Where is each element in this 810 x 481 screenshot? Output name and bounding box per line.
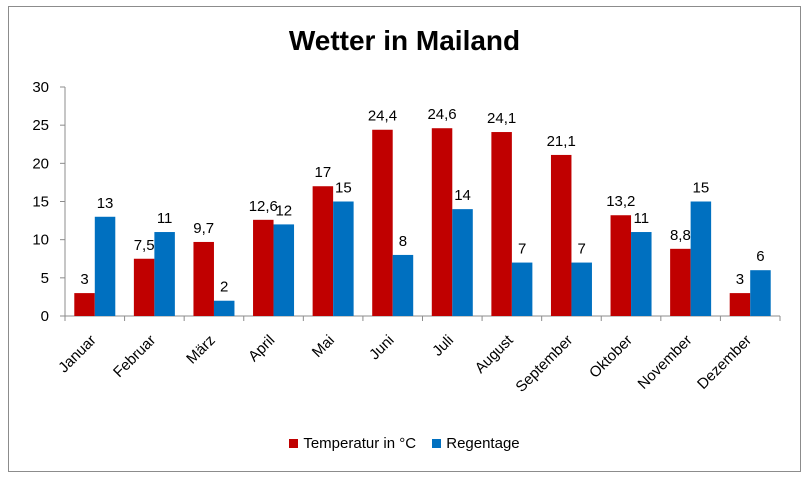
y-tick-label: 30 bbox=[32, 79, 49, 96]
bar-temperature bbox=[133, 258, 155, 316]
bar-rain-days bbox=[750, 270, 771, 316]
legend-item-rain-days: Regentage bbox=[432, 435, 520, 452]
data-label-temperature: 13,2 bbox=[606, 193, 635, 210]
data-label-temperature: 3 bbox=[80, 271, 88, 288]
bar-rain-days bbox=[392, 254, 414, 316]
bar-temperature bbox=[253, 219, 274, 316]
data-label-rain-days: 8 bbox=[399, 233, 407, 250]
data-label-temperature: 24,4 bbox=[368, 108, 397, 125]
data-label-rain-days: 7 bbox=[578, 241, 586, 258]
bar-rain-days bbox=[690, 201, 712, 316]
bar-rain-days bbox=[273, 224, 295, 316]
y-tick-label: 25 bbox=[32, 117, 49, 134]
data-label-rain-days: 14 bbox=[454, 187, 471, 204]
x-category-label: Juni bbox=[366, 332, 397, 363]
data-label-rain-days: 11 bbox=[634, 210, 650, 227]
bar-temperature bbox=[372, 129, 393, 316]
y-tick-label: 5 bbox=[41, 270, 49, 287]
data-label-temperature: 9,7 bbox=[193, 220, 214, 237]
x-category-label: Dezember bbox=[694, 332, 755, 393]
bar-rain-days bbox=[511, 262, 533, 316]
data-label-rain-days: 7 bbox=[518, 241, 526, 258]
bar-rain-days bbox=[154, 232, 175, 316]
data-label-rain-days: 15 bbox=[693, 180, 710, 197]
legend-item-temperature: Temperatur in °C bbox=[289, 435, 416, 452]
data-label-temperature: 24,6 bbox=[427, 106, 456, 123]
bar-temperature bbox=[729, 293, 751, 316]
legend-swatch-rain-days bbox=[432, 439, 442, 448]
bar-rain-days bbox=[452, 209, 473, 316]
data-label-rain-days: 11 bbox=[157, 210, 173, 227]
x-category-label: November bbox=[634, 332, 695, 393]
y-tick-label: 20 bbox=[32, 155, 49, 172]
data-label-temperature: 8,8 bbox=[670, 227, 691, 244]
bar-temperature bbox=[610, 215, 632, 316]
data-label-temperature: 17 bbox=[315, 164, 332, 181]
bar-temperature bbox=[431, 128, 453, 316]
data-label-rain-days: 13 bbox=[97, 195, 114, 212]
y-tick-label: 15 bbox=[32, 194, 49, 211]
data-label-temperature: 24,1 bbox=[487, 110, 516, 127]
x-category-label: Januar bbox=[55, 332, 99, 376]
bar-rain-days bbox=[333, 201, 354, 316]
y-tick-label: 10 bbox=[32, 232, 49, 249]
x-category-label: September bbox=[512, 332, 576, 396]
bar-temperature bbox=[74, 293, 95, 316]
data-label-rain-days: 12 bbox=[275, 202, 292, 219]
data-label-temperature: 7,5 bbox=[134, 237, 155, 254]
bar-temperature bbox=[670, 248, 691, 316]
x-category-label: August bbox=[472, 331, 518, 377]
chart-frame: Wetter in Mailand 0 5 10 15 20 25 30 3 13 Januar 7… bbox=[8, 6, 801, 472]
bar-rain-days bbox=[94, 216, 116, 316]
data-label-rain-days: 15 bbox=[335, 180, 352, 197]
x-category-label: Oktober bbox=[586, 332, 636, 382]
bar-temperature bbox=[193, 241, 214, 316]
bar-rain-days bbox=[631, 232, 652, 316]
data-label-temperature: 21,1 bbox=[547, 133, 576, 150]
data-label-temperature: 3 bbox=[736, 271, 744, 288]
chart-plot: 051015202530313Januar7,511Februar9,72Mär… bbox=[32, 79, 781, 396]
bar-rain-days bbox=[571, 262, 592, 316]
y-tick-label: 0 bbox=[41, 308, 49, 325]
bar-temperature bbox=[312, 186, 334, 316]
x-category-label: März bbox=[183, 332, 219, 368]
chart-title: Wetter in Mailand bbox=[288, 25, 521, 56]
legend-swatch-temperature bbox=[289, 439, 299, 448]
bar-rain-days bbox=[213, 300, 235, 316]
legend-label-temperature: Temperatur in °C bbox=[303, 435, 417, 452]
x-category-label: Juli bbox=[429, 332, 457, 360]
legend-label-rain-days: Regentage bbox=[446, 435, 520, 452]
x-category-label: Februar bbox=[110, 332, 159, 381]
bar-temperature bbox=[491, 132, 512, 316]
bar-temperature bbox=[550, 154, 572, 316]
data-label-temperature: 12,6 bbox=[249, 198, 278, 215]
x-category-label: Mai bbox=[309, 332, 338, 361]
x-category-label: April bbox=[245, 332, 278, 365]
legend: Temperatur in °C Regentage bbox=[9, 435, 800, 452]
data-label-rain-days: 6 bbox=[756, 248, 764, 265]
data-label-rain-days: 2 bbox=[220, 279, 228, 296]
